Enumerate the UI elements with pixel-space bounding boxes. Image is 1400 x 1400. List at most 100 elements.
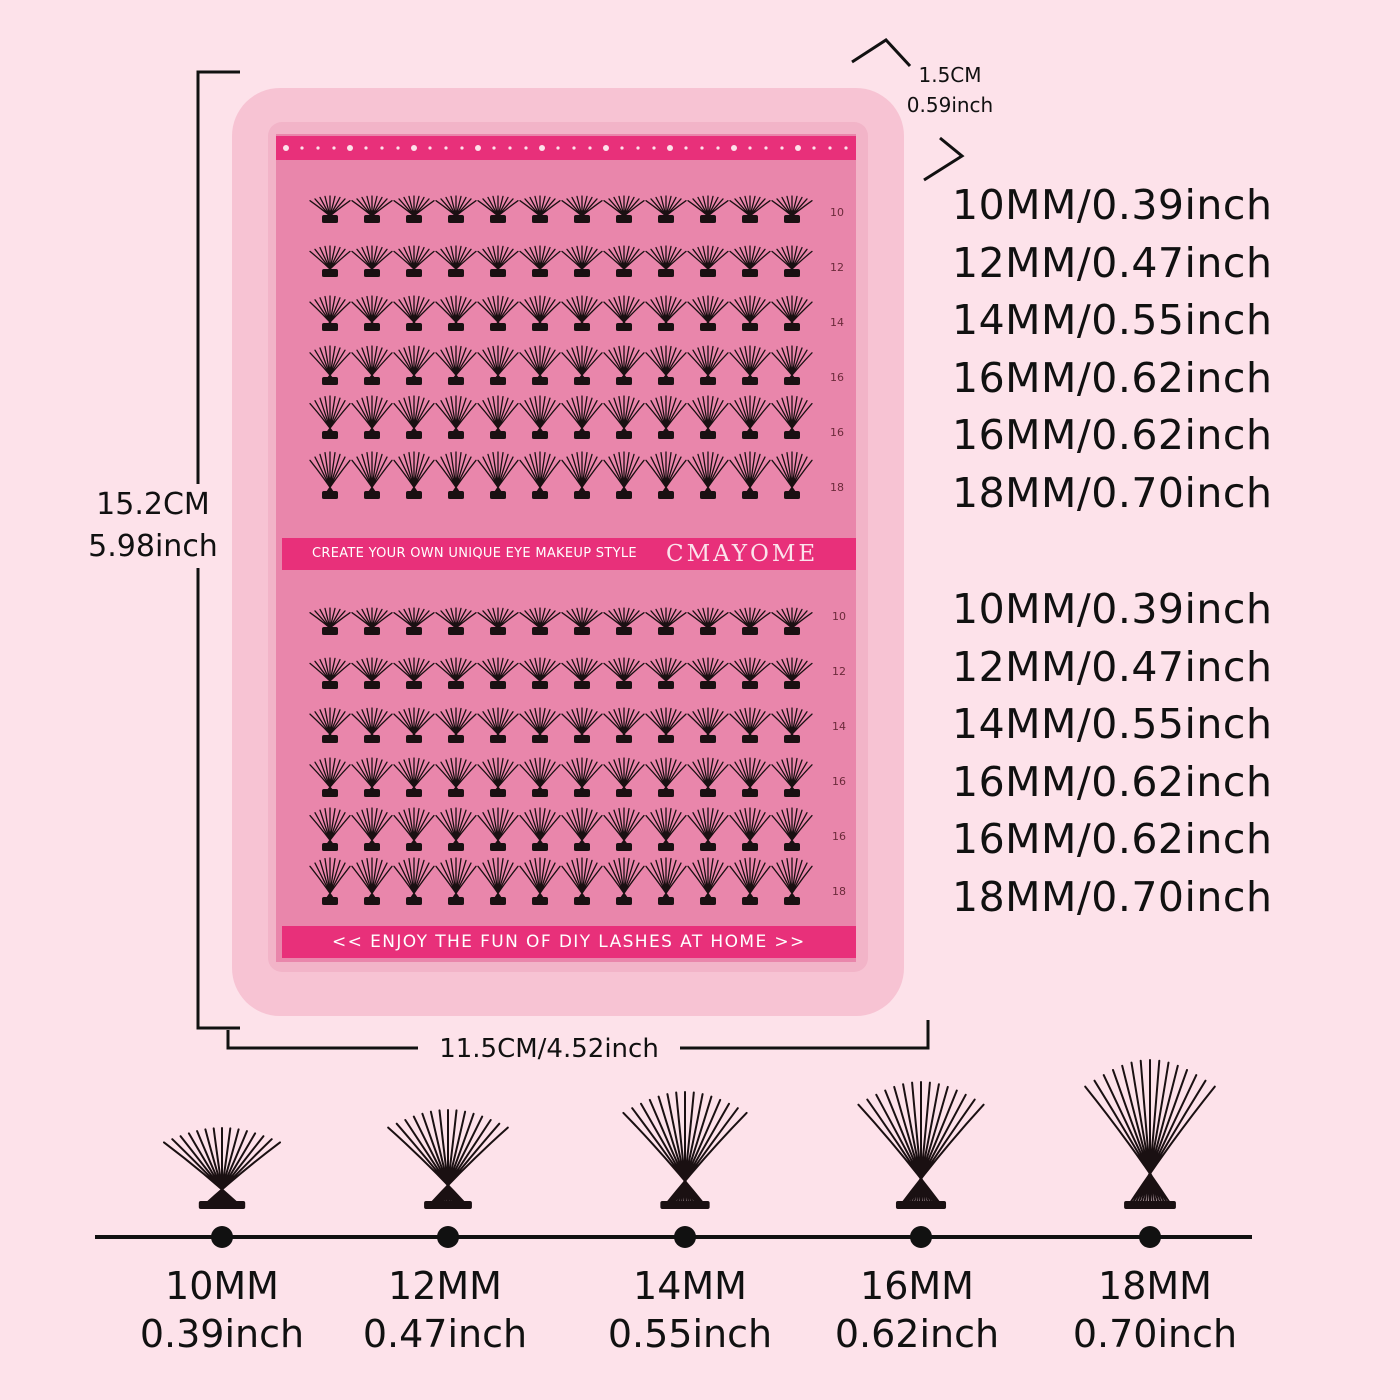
size-list-item: 12MM/0.47inch xyxy=(952,238,1273,287)
lash-cluster xyxy=(477,295,519,331)
lash-cluster xyxy=(519,345,561,385)
lash-cluster xyxy=(309,345,351,385)
lash-cluster xyxy=(645,707,687,743)
lash-cluster xyxy=(351,857,393,905)
lash-cluster xyxy=(477,345,519,385)
lash-cluster xyxy=(435,607,477,635)
strip-dot xyxy=(411,145,417,151)
depth-label: 1.5CM 0.59inch xyxy=(900,60,1000,120)
scale-inch: 0.55inch xyxy=(607,1312,773,1356)
strip-dot xyxy=(332,146,336,150)
scale-inch: 0.39inch xyxy=(139,1312,305,1356)
strip-dot xyxy=(475,145,481,151)
lash-cluster xyxy=(309,451,351,499)
row-number: 16 xyxy=(830,371,844,384)
lash-cluster xyxy=(309,707,351,743)
scale-inch: 0.47inch xyxy=(362,1312,528,1356)
brand-logo: CMAYOME xyxy=(666,541,819,567)
scale-dot xyxy=(1139,1226,1161,1248)
middle-banner xyxy=(282,538,856,570)
lash-cluster xyxy=(393,345,435,385)
lash-cluster xyxy=(857,1081,985,1209)
lash-cluster xyxy=(645,245,687,277)
lash-cluster xyxy=(771,707,813,743)
lash-cluster xyxy=(645,607,687,635)
lash-cluster xyxy=(519,757,561,797)
lash-cluster xyxy=(477,657,519,689)
lash-cluster xyxy=(603,451,645,499)
scale-dot xyxy=(674,1226,696,1248)
lash-cluster xyxy=(687,657,729,689)
strip-dot xyxy=(667,145,673,151)
lash-cluster xyxy=(519,607,561,635)
bottom-banner xyxy=(282,926,856,958)
strip-dot xyxy=(748,146,752,150)
strip-dot xyxy=(828,146,832,150)
lash-cluster xyxy=(393,757,435,797)
lash-cluster xyxy=(729,657,771,689)
lash-cluster xyxy=(477,245,519,277)
lash-cluster xyxy=(387,1109,509,1209)
lash-cluster xyxy=(771,245,813,277)
size-list-item: 18MM/0.70inch xyxy=(952,872,1273,921)
top-strip-decoration xyxy=(283,145,848,151)
lash-cluster xyxy=(687,245,729,277)
lash-cluster xyxy=(309,757,351,797)
strip-dot xyxy=(652,146,656,150)
lash-cluster xyxy=(435,345,477,385)
lash-cluster xyxy=(561,707,603,743)
row-number: 12 xyxy=(832,665,846,678)
lash-cluster xyxy=(603,607,645,635)
size-list-item: 18MM/0.70inch xyxy=(952,468,1273,517)
lash-cluster xyxy=(687,345,729,385)
lash-cluster xyxy=(561,607,603,635)
lash-cluster xyxy=(771,657,813,689)
row-number: 16 xyxy=(832,830,846,843)
strip-dot xyxy=(716,146,720,150)
lash-cluster xyxy=(687,607,729,635)
lash-cluster xyxy=(351,707,393,743)
lash-cluster xyxy=(687,707,729,743)
lash-cluster xyxy=(622,1091,748,1209)
strip-dot xyxy=(780,146,784,150)
lash-cluster xyxy=(393,451,435,499)
lash-cluster xyxy=(603,395,645,439)
lash-cluster xyxy=(435,857,477,905)
lash-cluster xyxy=(561,807,603,851)
lash-cluster xyxy=(687,451,729,499)
lash-cluster xyxy=(771,345,813,385)
lash-cluster xyxy=(729,195,771,223)
lash-cluster xyxy=(435,395,477,439)
lash-cluster xyxy=(729,295,771,331)
lash-cluster xyxy=(729,707,771,743)
lash-cluster xyxy=(393,807,435,851)
row-number: 18 xyxy=(830,481,844,494)
size-list-item: 14MM/0.55inch xyxy=(952,700,1273,748)
lash-cluster xyxy=(729,757,771,797)
strip-dot xyxy=(684,146,688,150)
scale-label-14mm: 14MM 0.55inch xyxy=(580,1262,800,1358)
lash-cluster xyxy=(645,807,687,851)
height-label: 15.2CM 5.98inch xyxy=(78,484,228,568)
lash-cluster xyxy=(603,345,645,385)
lash-cluster xyxy=(771,395,813,439)
size-list-item: 14MM/0.55inch xyxy=(952,296,1273,344)
strip-dot xyxy=(444,146,448,150)
scale-label-12mm: 12MM 0.47inch xyxy=(335,1262,555,1358)
row-number: 12 xyxy=(830,261,844,274)
lash-cluster xyxy=(477,707,519,743)
size-list-item: 10MM/0.39inch xyxy=(952,585,1273,633)
lash-cluster xyxy=(603,195,645,223)
lash-cluster xyxy=(645,195,687,223)
scale-mm: 12MM xyxy=(388,1264,502,1308)
lash-cluster xyxy=(435,657,477,689)
lash-cluster xyxy=(645,451,687,499)
lash-cluster xyxy=(309,395,351,439)
lash-cluster xyxy=(519,857,561,905)
strip-dot xyxy=(396,146,400,150)
scale-mm: 16MM xyxy=(860,1264,974,1308)
lash-cluster xyxy=(163,1127,281,1209)
strip-dot xyxy=(524,146,528,150)
lash-cluster xyxy=(351,295,393,331)
lash-cluster xyxy=(729,607,771,635)
